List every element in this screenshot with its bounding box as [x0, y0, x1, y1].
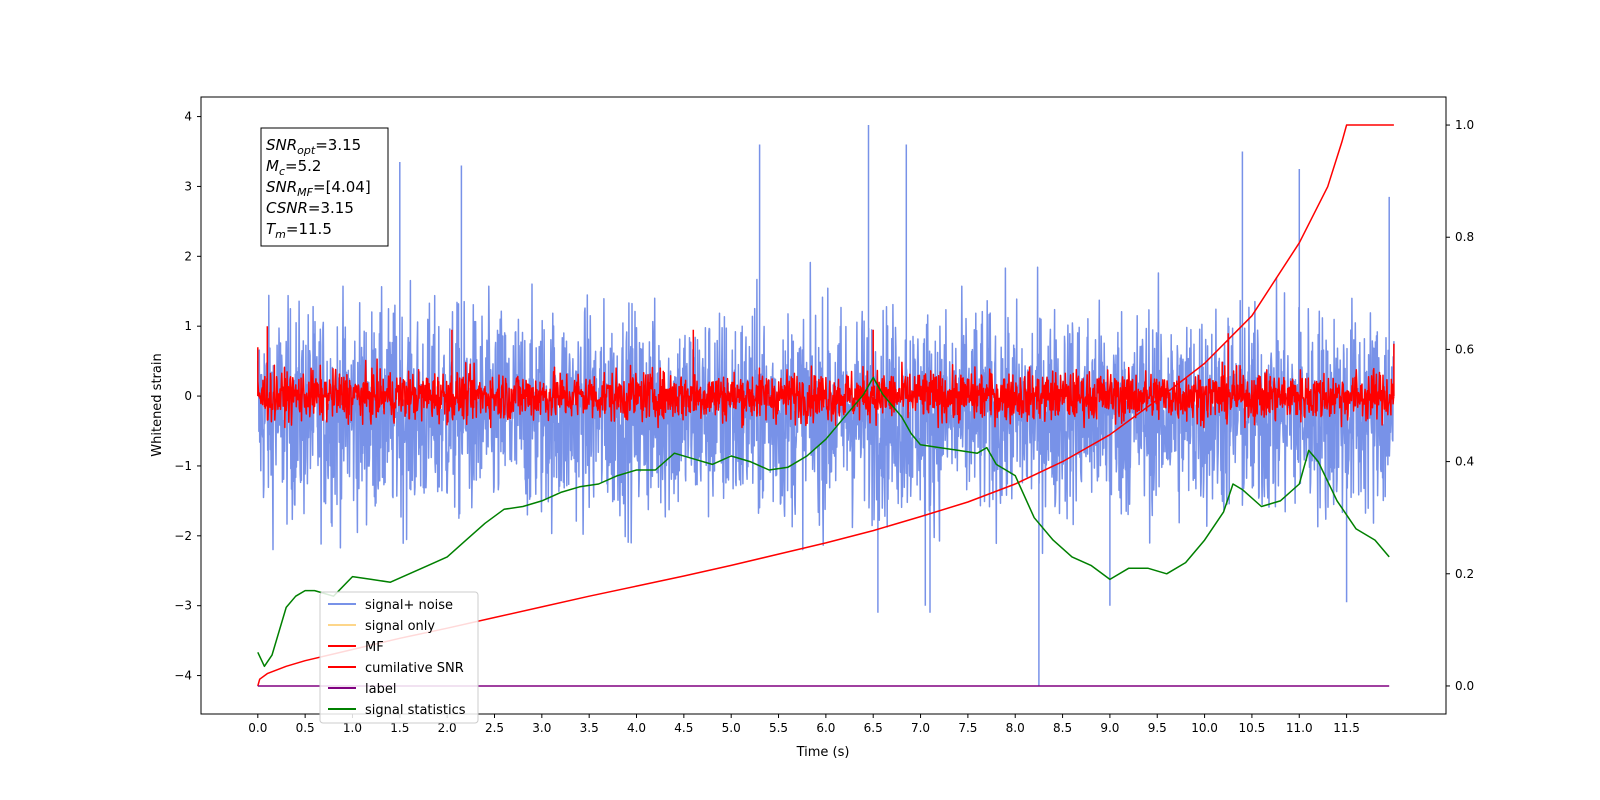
x-tick-label: 11.0	[1286, 721, 1313, 735]
x-axis: 0.0 0.5 1.0 1.5 2.0 2.5 3.0 3.5 4.0 4.5 5.0 5.5 6.0 6…	[248, 714, 1360, 735]
x-tick-label: 3.5	[580, 721, 599, 735]
series-mf	[257, 326, 1395, 429]
y2-tick-label: 0.8	[1455, 230, 1474, 244]
y-axis-label: Whitened strain	[150, 353, 165, 456]
y2-tick-label: 1.0	[1455, 118, 1474, 132]
x-tick-label: 8.5	[1053, 721, 1072, 735]
x-tick-label: 5.5	[769, 721, 788, 735]
series-signal-statistics	[257, 376, 1390, 668]
legend: signal+ noise signal only MF cumilative SNR…	[319, 591, 479, 724]
x-tick-label: 2.5	[485, 721, 504, 735]
y-axis-right: 0.0 0.2 0.4 0.6 0.8 1.0	[1446, 118, 1474, 693]
info-box-line: CSNR=3.15	[266, 199, 354, 217]
y2-tick-label: 0.2	[1455, 567, 1474, 581]
info-box-line: Tm=11.5	[266, 220, 332, 241]
x-tick-label: 1.0	[343, 721, 362, 735]
y-tick-label: 4	[184, 110, 192, 124]
x-tick-label: 11.5	[1333, 721, 1360, 735]
x-tick-label: 0.5	[296, 721, 315, 735]
x-tick-label: 6.0	[816, 721, 835, 735]
info-box-frame	[260, 127, 389, 247]
y-tick-label: 2	[184, 249, 192, 263]
y-tick-label: 3	[184, 179, 192, 193]
x-tick-label: 9.5	[1148, 721, 1167, 735]
x-tick-label: 3.0	[532, 721, 551, 735]
x-tick-label: 10.0	[1191, 721, 1218, 735]
legend-label: signal+ noise	[365, 598, 453, 613]
x-tick-label: 8.0	[1006, 721, 1025, 735]
x-tick-label: 6.5	[864, 721, 883, 735]
x-tick-label: 10.5	[1239, 721, 1266, 735]
x-tick-label: 7.5	[958, 721, 977, 735]
x-axis-label: Time (s)	[796, 745, 850, 760]
x-tick-label: 2.0	[438, 721, 457, 735]
legend-label: label	[365, 682, 396, 697]
y-tick-label: −3	[174, 599, 192, 613]
info-box-line: Mc=5.2	[266, 157, 321, 178]
info-box-line: SNRMF=[4.04]	[266, 178, 371, 199]
x-tick-label: 5.0	[722, 721, 741, 735]
y2-tick-label: 0.0	[1455, 679, 1474, 693]
x-tick-label: 1.5	[390, 721, 409, 735]
y2-tick-label: 0.6	[1455, 342, 1474, 356]
x-tick-label: 7.0	[911, 721, 930, 735]
y2-tick-label: 0.4	[1455, 455, 1474, 469]
y-tick-label: 1	[184, 319, 192, 333]
y-tick-label: 0	[184, 389, 192, 403]
legend-label: signal only	[365, 619, 435, 634]
legend-label: cumilative SNR	[365, 661, 464, 676]
plot-frame	[200, 96, 1447, 715]
x-tick-label: 9.0	[1100, 721, 1119, 735]
y-tick-label: −2	[174, 529, 192, 543]
info-box-line: SNRopt=3.15	[266, 136, 361, 157]
legend-label: MF	[365, 640, 384, 655]
y-tick-label: −1	[174, 459, 192, 473]
x-tick-label: 0.0	[248, 721, 267, 735]
legend-frame	[319, 591, 479, 724]
x-tick-label: 4.5	[674, 721, 693, 735]
y-tick-label: −4	[174, 669, 192, 683]
x-tick-label: 4.0	[627, 721, 646, 735]
y-axis-left: −4 −3 −2 −1 0 1 2 3 4	[174, 110, 201, 683]
legend-label: signal statistics	[365, 703, 466, 718]
